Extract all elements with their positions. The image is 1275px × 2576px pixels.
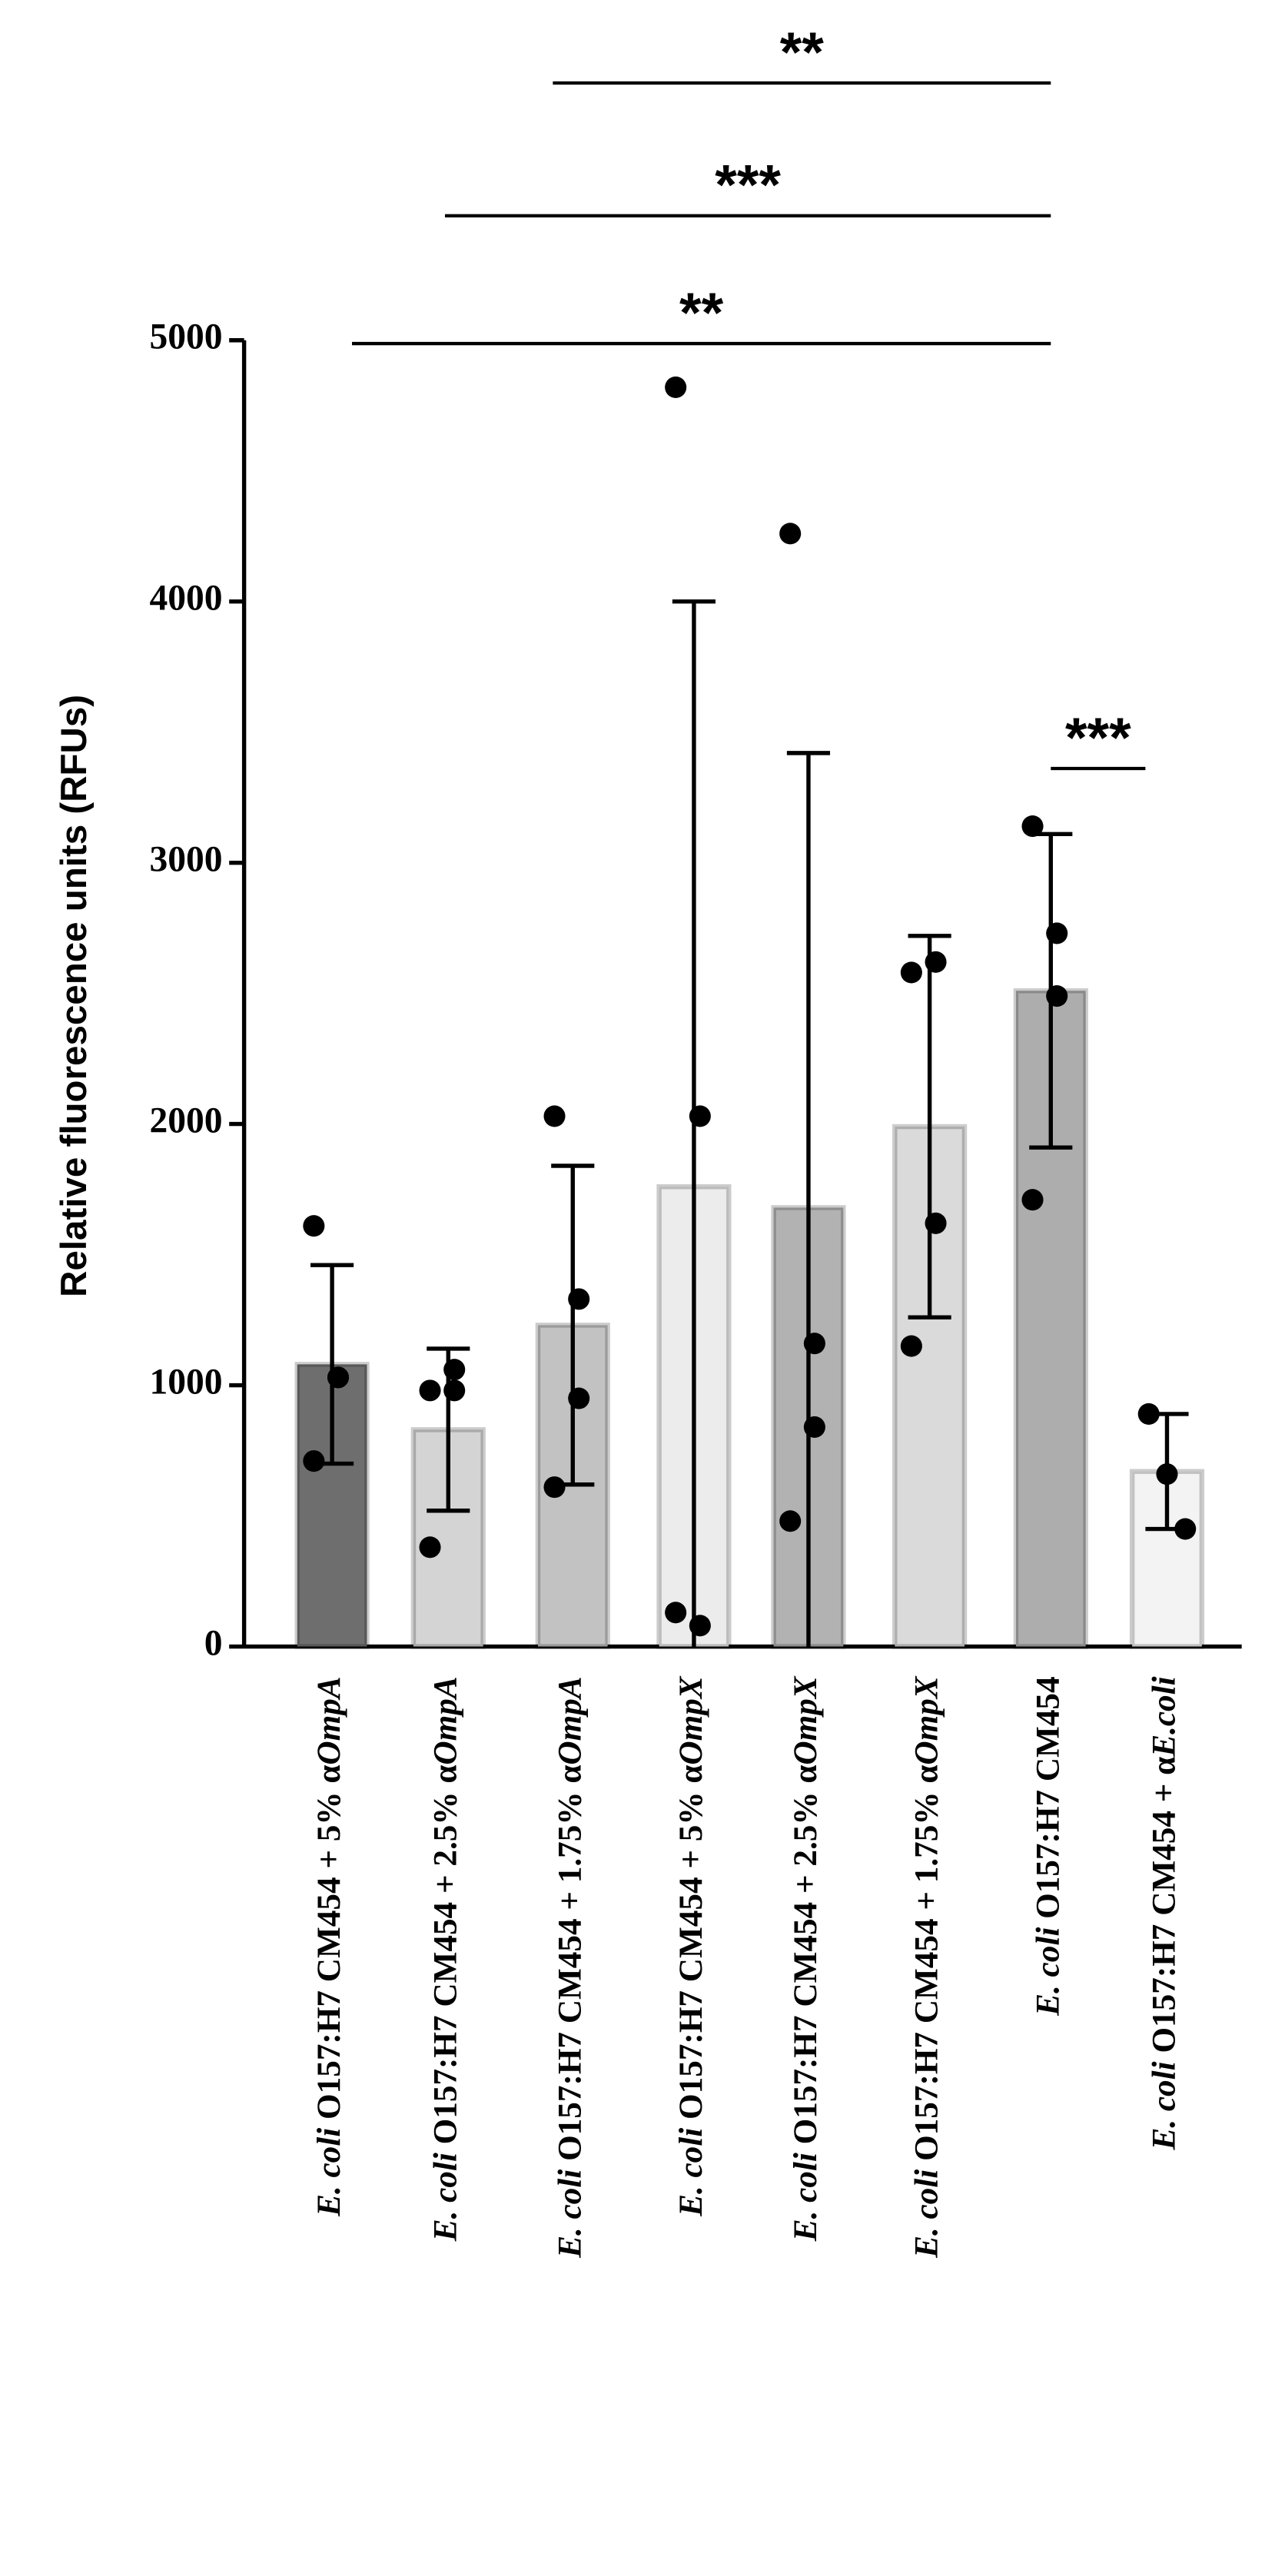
- significance-label: **: [780, 21, 825, 84]
- x-tick-label: E. coli O157:H7 CM454 + 1.75% αOmpA: [552, 1676, 588, 2258]
- y-tick-label: 4000: [150, 579, 223, 619]
- data-point: [303, 1450, 325, 1472]
- y-tick-label: 1000: [150, 1362, 223, 1402]
- y-axis-label: Relative fluorescence units (RFUs): [54, 695, 95, 1297]
- x-tick-label: E. coli O157:H7 CM454 + αE.coli: [1146, 1676, 1182, 2150]
- data-point: [925, 1212, 947, 1234]
- data-point: [303, 1215, 325, 1237]
- significance-label: ***: [715, 154, 781, 217]
- data-point: [1021, 1189, 1044, 1211]
- data-point: [568, 1387, 590, 1409]
- x-tick-label: E. coli O157:H7 CM454 + 1.75% αOmpX: [909, 1675, 945, 2259]
- data-point: [779, 523, 802, 545]
- data-point: [803, 1416, 825, 1438]
- data-point: [443, 1379, 466, 1402]
- data-point: [1137, 1403, 1160, 1425]
- data-point: [1174, 1518, 1197, 1540]
- x-tick-label: E. coli O157:H7 CM454 + 5% αOmpA: [311, 1676, 347, 2217]
- x-tick-label: E. coli O157:H7 CM454 + 2.5% αOmpA: [427, 1676, 463, 2242]
- data-point: [443, 1359, 466, 1381]
- x-tick-label: E. coli O157:H7 CM454 + 5% αOmpX: [673, 1675, 709, 2217]
- data-point: [568, 1288, 590, 1310]
- data-point: [900, 961, 922, 984]
- data-point: [779, 1510, 802, 1532]
- data-point: [543, 1476, 566, 1499]
- data-point: [543, 1105, 566, 1127]
- significance-label: ***: [1065, 706, 1131, 769]
- data-point: [1156, 1463, 1178, 1486]
- y-tick-label: 3000: [150, 840, 223, 880]
- data-point: [419, 1379, 441, 1402]
- y-tick-label: 0: [204, 1623, 223, 1663]
- data-point: [689, 1615, 711, 1637]
- data-point: [327, 1366, 350, 1389]
- y-tick-label: 2000: [150, 1101, 223, 1141]
- x-tick-label: E. coli O157:H7 CM454: [1030, 1676, 1066, 2016]
- data-point: [689, 1105, 711, 1127]
- y-tick-label: 5000: [150, 317, 223, 357]
- significance-label: **: [679, 281, 724, 344]
- data-point: [1046, 984, 1068, 1007]
- data-point: [419, 1536, 441, 1559]
- data-point: [803, 1333, 825, 1355]
- data-point: [900, 1335, 922, 1357]
- x-tick-label: E. coli O157:H7 CM454 + 2.5% αOmpX: [788, 1675, 824, 2242]
- data-point: [1046, 922, 1068, 944]
- data-point: [665, 1602, 687, 1624]
- data-point: [665, 376, 687, 398]
- data-point: [1021, 815, 1044, 838]
- data-point: [925, 951, 947, 973]
